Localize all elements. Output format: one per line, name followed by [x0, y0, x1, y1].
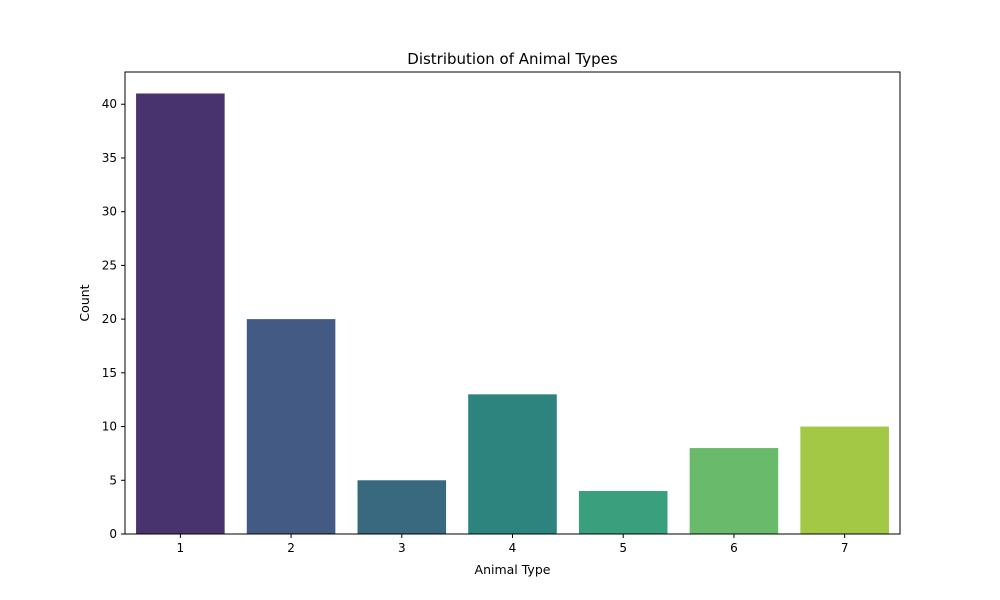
- plot-area-frame: [124, 71, 901, 535]
- y-tick-label-20: 20: [102, 312, 117, 326]
- y-tick-label-35: 35: [102, 151, 117, 165]
- x-tick-label-1: 1: [177, 541, 185, 555]
- chart-title: Distribution of Animal Types: [407, 50, 618, 68]
- x-tick-label-2: 2: [287, 541, 295, 555]
- bar-2: [246, 319, 336, 534]
- bar-6: [689, 448, 779, 534]
- bar-3: [357, 480, 447, 534]
- y-tick-label-5: 5: [109, 473, 117, 487]
- bar-7: [800, 426, 889, 534]
- y-tick-label-30: 30: [102, 205, 117, 219]
- bars-group: [136, 93, 889, 534]
- y-axis-label: Count: [77, 284, 92, 321]
- x-tick-label-4: 4: [509, 541, 517, 555]
- x-tick-label-3: 3: [398, 541, 406, 555]
- bar-5: [578, 491, 668, 534]
- x-axis: 1 2 3 4 5 6 7: [177, 534, 849, 555]
- x-tick-label-5: 5: [619, 541, 627, 555]
- bar-4: [468, 394, 557, 534]
- y-tick-label-25: 25: [102, 258, 117, 272]
- x-tick-label-7: 7: [841, 541, 849, 555]
- y-tick-label-10: 10: [102, 420, 117, 434]
- y-tick-label-0: 0: [109, 527, 117, 541]
- y-tick-label-15: 15: [102, 366, 117, 380]
- x-tick-label-6: 6: [730, 541, 738, 555]
- y-tick-label-40: 40: [102, 97, 117, 111]
- y-axis: 0 5 10 15 20 25 30 35 40: [102, 97, 125, 541]
- bar-1: [136, 93, 225, 534]
- x-axis-label: Animal Type: [475, 562, 551, 577]
